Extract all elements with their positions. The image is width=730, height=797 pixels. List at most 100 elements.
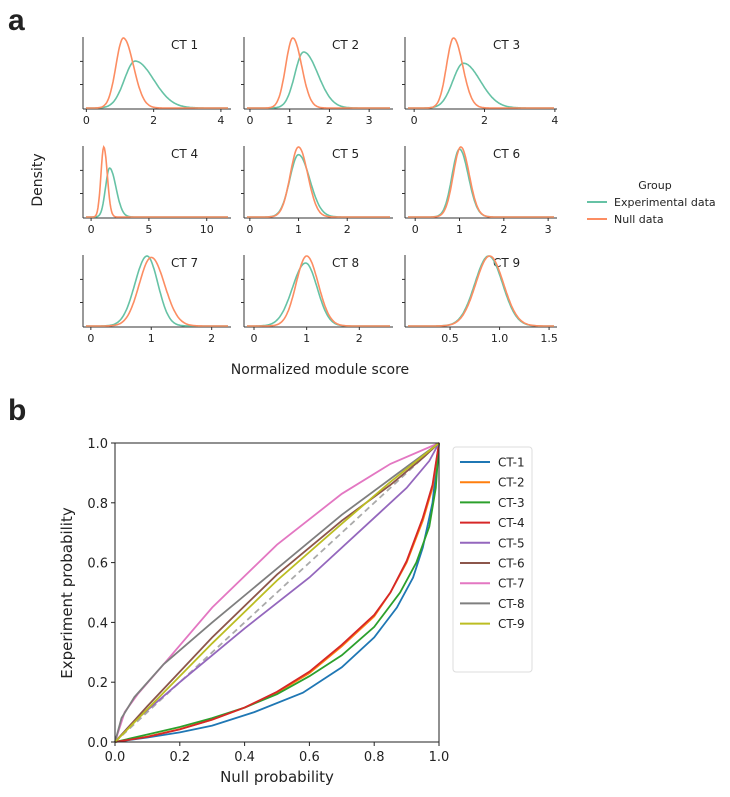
panel-label-a: a xyxy=(8,4,25,37)
x-tick-label: 1 xyxy=(295,223,302,236)
panel-b-pp-plot: 0.0 0.2 0.4 0.6 0.8 1.0 0.0 0.2 0.4 0.6 0.8 1.0 CT-1… xyxy=(87,437,533,765)
density-curve-experimental xyxy=(86,255,228,327)
series-line-ct-4 xyxy=(114,442,440,743)
legend-label-ct-9: CT-9 xyxy=(498,617,525,631)
x-tick-label: 0 xyxy=(83,114,90,127)
subplot-7: 0 1 2 CT 7 xyxy=(80,255,231,345)
density-curve-null xyxy=(408,37,554,109)
x-tick-label: 1 xyxy=(303,332,310,345)
panel-a-legend: Group Experimental data Null data xyxy=(587,179,716,226)
legend-label-ct-7: CT-7 xyxy=(498,577,525,591)
density-curve-null xyxy=(86,256,228,327)
panel-b-ylabel: Experiment probability xyxy=(58,507,76,679)
legend-label-ct-6: CT-6 xyxy=(498,557,525,571)
subplot-title: CT 2 xyxy=(332,38,359,52)
subplot-title: CT 1 xyxy=(171,38,198,52)
x-tick-label: 4 xyxy=(551,114,558,127)
x-tick-label: 5 xyxy=(145,223,152,236)
x-tick-label: 0.6 xyxy=(299,750,320,765)
legend-label-null: Null data xyxy=(614,213,664,226)
series-line-ct-8 xyxy=(114,442,440,743)
x-tick-label: 2 xyxy=(326,114,333,127)
density-curve-experimental xyxy=(408,62,554,109)
x-tick-label: 2 xyxy=(344,223,351,236)
density-curve-experimental xyxy=(408,148,554,218)
panel-a-xlabel: Normalized module score xyxy=(231,362,409,378)
series-line-ct-1 xyxy=(114,442,440,743)
subplot-3: 0 2 4 CT 3 xyxy=(402,37,558,127)
x-tick-label: 0 xyxy=(412,223,419,236)
legend-label-ct-3: CT-3 xyxy=(498,496,525,510)
x-tick-label: 1 xyxy=(456,223,463,236)
x-tick-label: 1.0 xyxy=(429,750,450,765)
subplot-title: CT 4 xyxy=(171,147,198,161)
legend-label-ct-4: CT-4 xyxy=(498,516,525,530)
x-tick-label: 2 xyxy=(208,332,215,345)
subplot-9: 0.5 1.0 1.5 CT 9 xyxy=(402,255,558,345)
x-tick-label: 0 xyxy=(87,332,94,345)
x-tick-label: 1 xyxy=(148,332,155,345)
x-tick-label: 0 xyxy=(88,223,95,236)
panel-a-ylabel: Density xyxy=(30,153,46,206)
x-tick-label: 1.0 xyxy=(491,332,509,345)
density-curve-experimental xyxy=(247,262,390,327)
x-tick-label: 0 xyxy=(251,332,258,345)
subplot-title: CT 3 xyxy=(493,38,520,52)
series-line-ct-3 xyxy=(114,442,440,743)
x-tick-label: 0.4 xyxy=(234,750,255,765)
legend-label-ct-8: CT-8 xyxy=(498,597,525,611)
density-curve-null xyxy=(86,37,228,109)
legend-label-ct-1: CT-1 xyxy=(498,456,525,470)
y-tick-label: 0.0 xyxy=(87,736,108,751)
subplot-1: 0 2 4 CT 1 xyxy=(80,37,231,127)
subplot-6: 0 1 2 3 CT 6 xyxy=(402,146,557,236)
series-line-ct-6 xyxy=(114,442,440,743)
legend-label-ct-2: CT-2 xyxy=(498,476,525,490)
legend-label-ct-5: CT-5 xyxy=(498,536,525,550)
panel-b-legend: CT-1 CT-2 CT-3 CT-4 CT-5 CT-6 CT-7 CT-8 CT-9 xyxy=(452,446,533,673)
subplot-8: 0 1 2 CT 8 xyxy=(241,255,393,345)
x-tick-label: 0 xyxy=(411,114,418,127)
x-tick-label: 4 xyxy=(217,114,224,127)
x-tick-label: 2 xyxy=(356,332,363,345)
x-tick-label: 1 xyxy=(286,114,293,127)
x-tick-label: 2 xyxy=(150,114,157,127)
x-tick-label: 0.5 xyxy=(441,332,459,345)
subplot-title: CT 7 xyxy=(171,256,198,270)
x-tick-label: 2 xyxy=(481,114,488,127)
density-curve-null xyxy=(247,146,390,218)
y-tick-label: 0.6 xyxy=(87,557,108,572)
series-line-ct-9 xyxy=(114,442,440,743)
y-tick-label: 1.0 xyxy=(87,437,108,452)
x-tick-label: 1.5 xyxy=(540,332,558,345)
y-tick-label: 0.4 xyxy=(87,616,108,631)
subplot-title: CT 9 xyxy=(493,256,520,270)
density-curve-null xyxy=(247,255,390,327)
x-tick-label: 10 xyxy=(200,223,214,236)
x-tick-label: 3 xyxy=(545,223,552,236)
x-tick-label: 0 xyxy=(246,114,253,127)
density-curve-null xyxy=(408,146,554,218)
density-curve-null xyxy=(86,145,228,218)
plot-frame xyxy=(114,442,440,743)
density-curve-experimental xyxy=(247,51,390,109)
legend-title: Group xyxy=(638,179,672,192)
subplot-title: CT 6 xyxy=(493,147,520,161)
x-tick-label: 0.0 xyxy=(105,750,126,765)
density-curve-null xyxy=(247,37,390,109)
density-curve-null xyxy=(408,255,554,327)
subplot-4: 0 5 10 CT 4 xyxy=(80,145,231,236)
y-tick-label: 0.2 xyxy=(87,676,108,691)
subplot-title: CT 8 xyxy=(332,256,359,270)
density-curve-experimental xyxy=(247,153,390,218)
x-tick-label: 0.2 xyxy=(169,750,190,765)
x-tick-label: 3 xyxy=(366,114,373,127)
panel-b-xlabel: Null probability xyxy=(220,768,334,786)
x-tick-label: 0.8 xyxy=(364,750,385,765)
x-tick-label: 0 xyxy=(246,223,253,236)
x-tick-label: 2 xyxy=(500,223,507,236)
y-tick-label: 0.8 xyxy=(87,497,108,512)
